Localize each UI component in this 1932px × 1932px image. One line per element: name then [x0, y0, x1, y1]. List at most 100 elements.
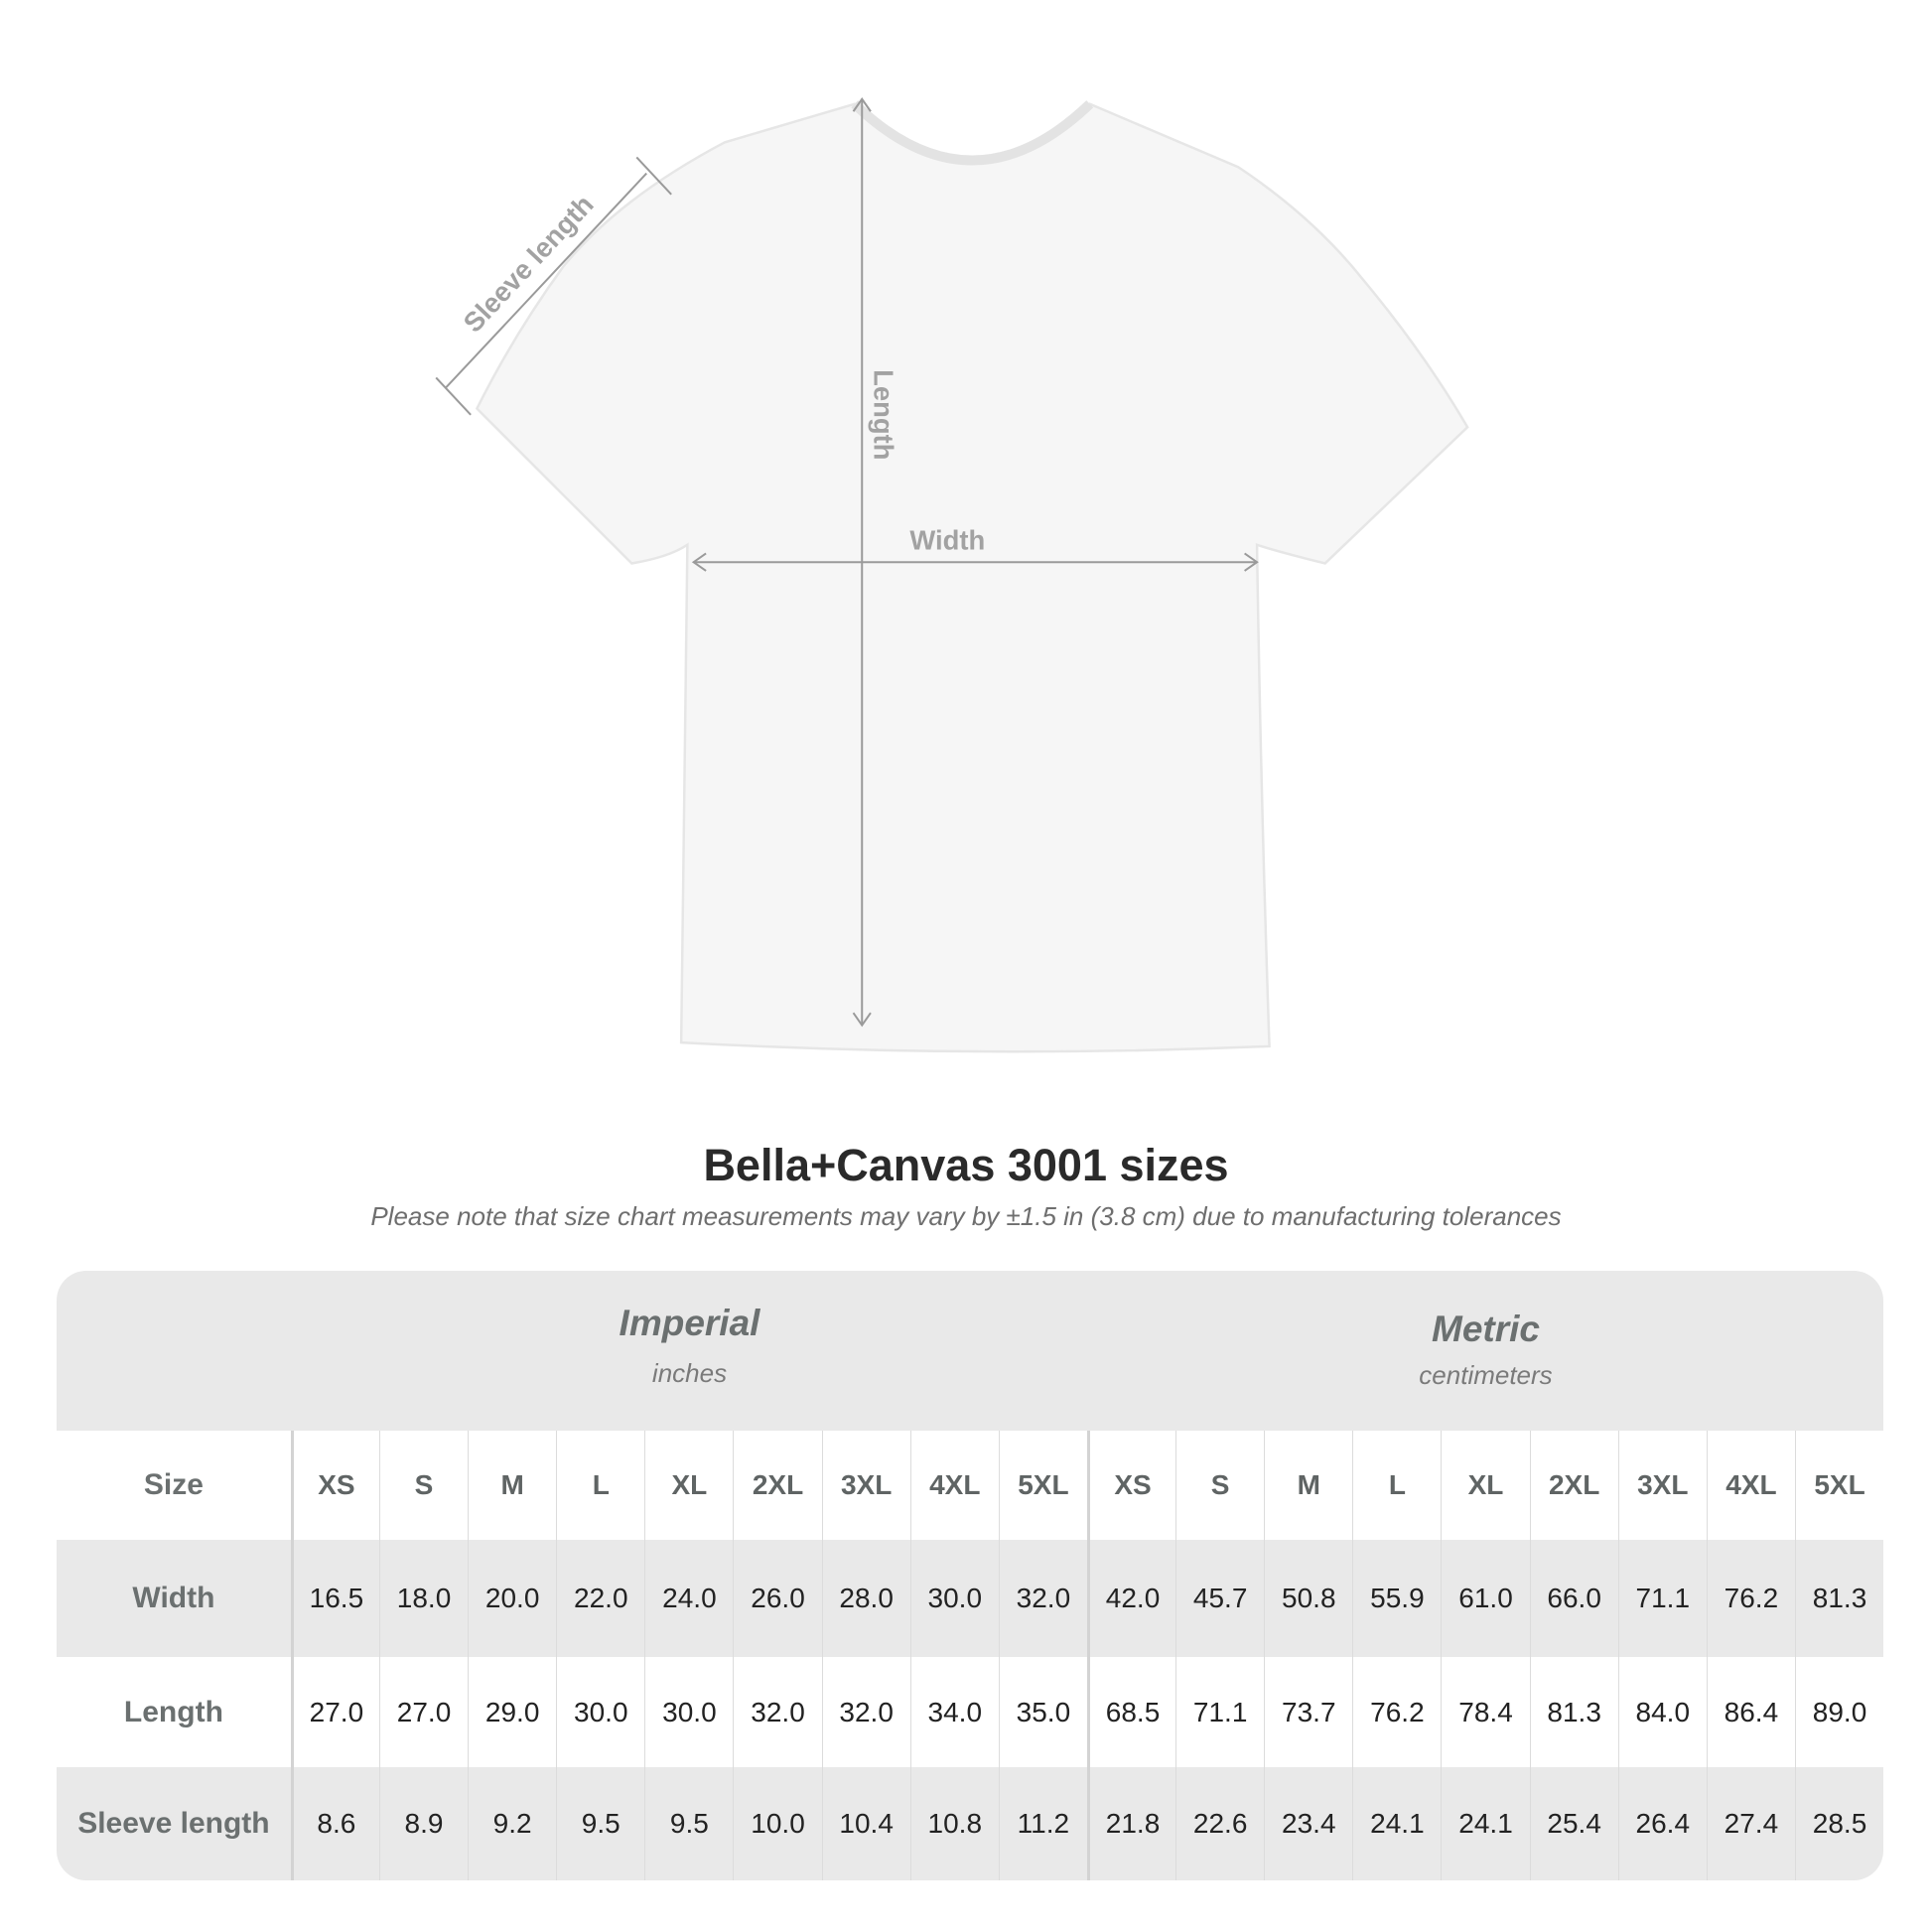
metric-value: 42.0 [1086, 1540, 1175, 1657]
metric-value: 55.9 [1352, 1540, 1441, 1657]
metric-header: Metric centimeters [1088, 1309, 1883, 1391]
sleeve-line [445, 172, 647, 389]
imperial-value: 10.0 [733, 1767, 821, 1880]
metric-value: 89.0 [1794, 1657, 1883, 1767]
length-arrow-top [852, 97, 872, 112]
metric-size-l: L [1352, 1431, 1441, 1540]
metric-size-xs: XS [1086, 1431, 1175, 1540]
imperial-size-2xl: 2XL [733, 1431, 821, 1540]
imperial-value: 26.0 [733, 1540, 821, 1657]
metric-value: 66.0 [1529, 1540, 1618, 1657]
length-label: Length [869, 369, 899, 460]
metric-value: 25.4 [1529, 1767, 1618, 1880]
collar [851, 100, 1094, 166]
imperial-size-s: S [378, 1431, 468, 1540]
metric-value: 45.7 [1175, 1540, 1264, 1657]
tshirt-shape [475, 102, 1469, 1053]
row-label: Width [132, 1582, 215, 1614]
imperial-value: 32.0 [821, 1657, 910, 1767]
imperial-value: 10.4 [821, 1767, 910, 1880]
table-row-width: Width 16.5 18.0 20.0 22.0 24.0 26.0 28.0 30.0 32.… [57, 1540, 1883, 1657]
metric-size-2xl: 2XL [1529, 1431, 1618, 1540]
imperial-header: Imperial inches [291, 1303, 1088, 1389]
size-table: Imperial inches Metric centimeters Size X… [57, 1271, 1883, 1880]
tolerance-note: Please note that size chart measurements… [370, 1201, 1562, 1231]
imperial-size-m: M [468, 1431, 556, 1540]
imperial-value: 27.0 [290, 1657, 379, 1767]
metric-size-4xl: 4XL [1706, 1431, 1795, 1540]
metric-size-m: M [1264, 1431, 1352, 1540]
metric-value: 81.3 [1529, 1657, 1618, 1767]
imperial-value: 32.0 [998, 1540, 1087, 1657]
metric-value: 27.4 [1706, 1767, 1795, 1880]
width-label: Width [909, 525, 985, 556]
metric-unit: centimeters [1419, 1360, 1553, 1390]
tshirt-diagram: Width Length Sleeve length [435, 97, 1469, 1053]
row-label: Sleeve length [77, 1807, 270, 1840]
imperial-value: 30.0 [644, 1657, 733, 1767]
table-row-length: Length 27.0 27.0 29.0 30.0 30.0 32.0 32.0 34.0 35… [57, 1657, 1883, 1767]
imperial-value: 22.0 [556, 1540, 644, 1657]
imperial-value: 20.0 [468, 1540, 556, 1657]
width-arrow-left [691, 552, 707, 572]
imperial-value: 9.5 [644, 1767, 733, 1880]
metric-value: 76.2 [1352, 1657, 1441, 1767]
imperial-value: 28.0 [821, 1540, 910, 1657]
sleeve-tick-start [435, 376, 472, 416]
size-label: Size [143, 1468, 204, 1501]
metric-value: 50.8 [1264, 1540, 1352, 1657]
metric-value: 24.1 [1352, 1767, 1441, 1880]
metric-size-s: S [1175, 1431, 1264, 1540]
row-label: Length [123, 1695, 223, 1728]
imperial-value: 8.9 [378, 1767, 468, 1880]
chart-title: Bella+Canvas 3001 sizes [703, 1140, 1229, 1190]
imperial-value: 30.0 [909, 1540, 999, 1657]
metric-value: 73.7 [1264, 1657, 1352, 1767]
metric-value: 23.4 [1264, 1767, 1352, 1880]
imperial-size-4xl: 4XL [909, 1431, 999, 1540]
metric-value: 21.8 [1086, 1767, 1175, 1880]
imperial-value: 30.0 [556, 1657, 644, 1767]
metric-size-3xl: 3XL [1617, 1431, 1707, 1540]
imperial-value: 18.0 [378, 1540, 468, 1657]
metric-value: 84.0 [1617, 1657, 1707, 1767]
metric-value: 68.5 [1086, 1657, 1175, 1767]
metric-value: 22.6 [1175, 1767, 1264, 1880]
imperial-size-xl: XL [644, 1431, 733, 1540]
sleeve-tick-end [635, 156, 672, 196]
imperial-value: 16.5 [290, 1540, 379, 1657]
width-arrow-right [1244, 552, 1259, 572]
imperial-value: 10.8 [909, 1767, 999, 1880]
table-row-sleeve-length: Sleeve length 8.6 8.9 9.2 9.5 9.5 10.0 10.4 10.8… [57, 1767, 1883, 1880]
system-header-band [57, 1271, 1883, 1431]
imperial-size-3xl: 3XL [821, 1431, 910, 1540]
metric-title: Metric [1432, 1309, 1540, 1349]
metric-value: 28.5 [1794, 1767, 1883, 1880]
size-header-row: Size XS S M L XL 2XL 3XL 4XL 5XL XS S M L XL 2XL 3XL 4XL 5… [57, 1431, 1883, 1540]
imperial-value: 11.2 [998, 1767, 1087, 1880]
imperial-value: 29.0 [468, 1657, 556, 1767]
metric-value: 78.4 [1441, 1657, 1529, 1767]
imperial-value: 8.6 [290, 1767, 379, 1880]
metric-value: 71.1 [1617, 1540, 1707, 1657]
imperial-title: Imperial [619, 1303, 760, 1343]
metric-value: 61.0 [1441, 1540, 1529, 1657]
imperial-value: 35.0 [998, 1657, 1087, 1767]
metric-value: 76.2 [1706, 1540, 1795, 1657]
imperial-value: 27.0 [378, 1657, 468, 1767]
metric-value: 86.4 [1706, 1657, 1795, 1767]
imperial-value: 9.5 [556, 1767, 644, 1880]
imperial-value: 9.2 [468, 1767, 556, 1880]
metric-size-5xl: 5XL [1794, 1431, 1883, 1540]
metric-value: 71.1 [1175, 1657, 1264, 1767]
imperial-size-xs: XS [290, 1431, 379, 1540]
imperial-value: 24.0 [644, 1540, 733, 1657]
metric-size-xl: XL [1441, 1431, 1529, 1540]
imperial-value: 34.0 [909, 1657, 999, 1767]
metric-value: 26.4 [1617, 1767, 1707, 1880]
imperial-size-5xl: 5XL [998, 1431, 1087, 1540]
metric-value: 24.1 [1441, 1767, 1529, 1880]
imperial-value: 32.0 [733, 1657, 821, 1767]
metric-value: 81.3 [1794, 1540, 1883, 1657]
length-arrow-bottom [852, 1012, 872, 1028]
